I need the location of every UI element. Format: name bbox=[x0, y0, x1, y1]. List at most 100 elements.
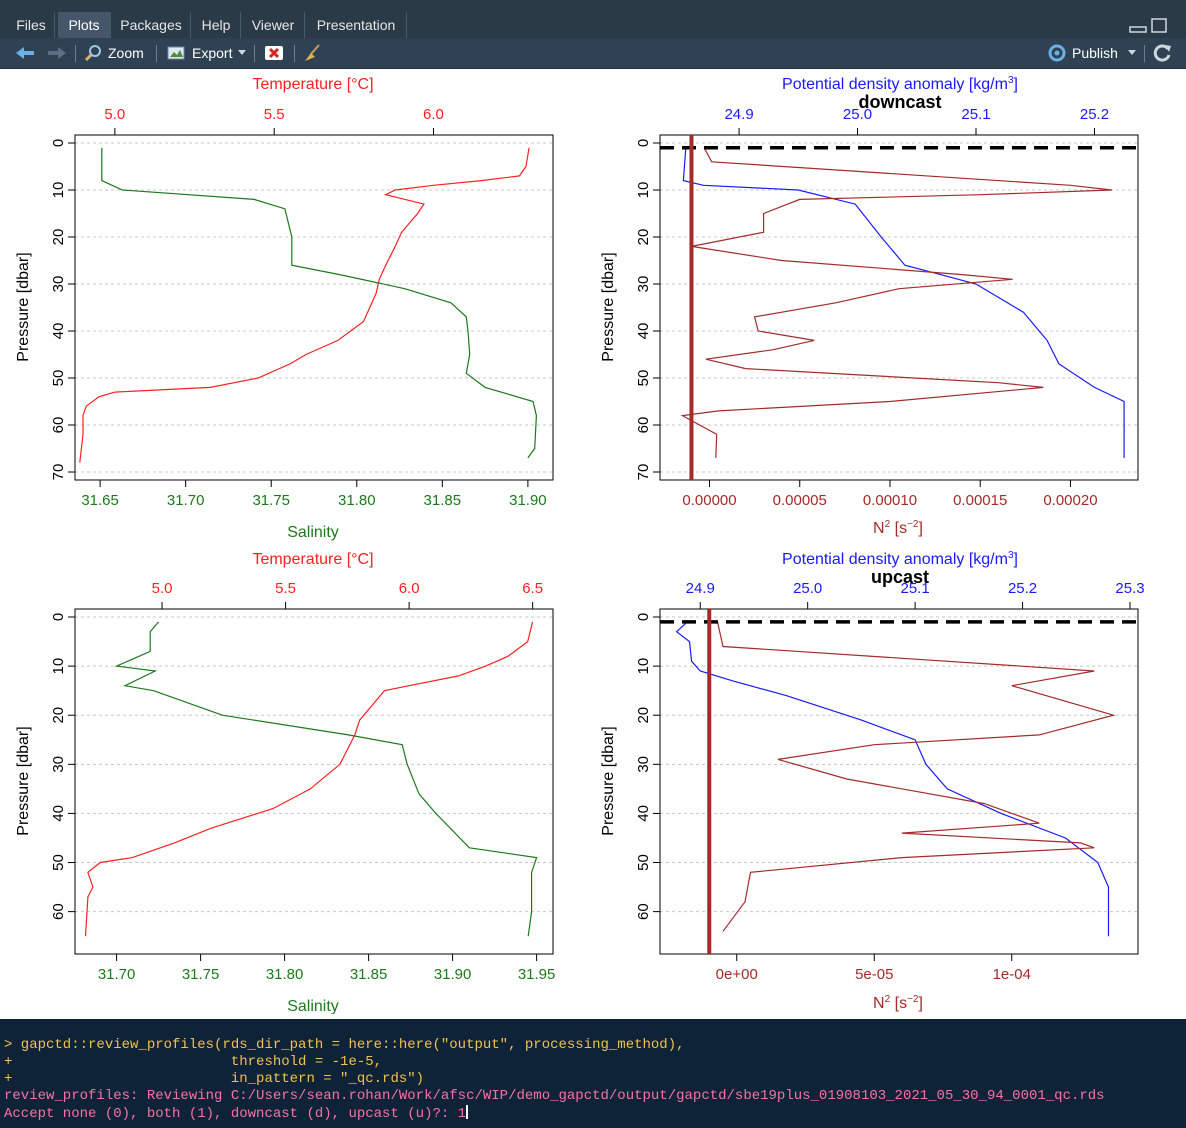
y-tick-label: 70 bbox=[635, 464, 652, 481]
export-button[interactable]: Export bbox=[192, 45, 233, 61]
toolbar-separator bbox=[1144, 45, 1145, 62]
tab-help[interactable]: Help bbox=[192, 12, 241, 38]
plots-toolbar: Zoom Export Publish bbox=[0, 38, 1186, 69]
y-tick-label: 0 bbox=[50, 139, 67, 147]
tab-viewer[interactable]: Viewer bbox=[242, 12, 305, 38]
y-tick-label: 50 bbox=[50, 370, 67, 387]
console-command-line: + in_pattern = "_qc.rds") bbox=[4, 1071, 425, 1087]
density-line bbox=[675, 621, 1110, 937]
bottom-tick-label: 0.00005 bbox=[773, 492, 827, 509]
y-tick-label: 40 bbox=[50, 323, 67, 340]
plot-canvas: Temperature [°C] 5.0 5.5 6.0 31.65 31.70 31.7… bbox=[8, 69, 1178, 1015]
arrow-left-icon[interactable] bbox=[14, 45, 36, 61]
n2-line bbox=[680, 147, 1113, 458]
top-axis-label: Temperature [°C] bbox=[252, 551, 373, 568]
top-tick-label: 25.2 bbox=[1008, 580, 1037, 597]
y-tick-label: 60 bbox=[635, 903, 652, 920]
console-output-line: review_profiles: Reviewing C:/Users/sean… bbox=[4, 1088, 1105, 1104]
plot-box bbox=[74, 608, 554, 955]
temperature-line bbox=[84, 621, 534, 937]
y-tick-label: 10 bbox=[50, 658, 67, 675]
toolbar-separator bbox=[294, 45, 295, 62]
salinity-line bbox=[114, 621, 538, 937]
bottom-tick-label: 5e-05 bbox=[855, 966, 893, 983]
n2-line bbox=[716, 621, 1116, 932]
plot-box bbox=[659, 134, 1139, 481]
plot-box bbox=[74, 134, 554, 481]
y-tick-label: 30 bbox=[635, 756, 652, 773]
bottom-tick-label: 0.00000 bbox=[682, 492, 736, 509]
panel-top-right: Potential density anomaly [kg/m3] downca… bbox=[600, 75, 1139, 537]
tab-files[interactable]: Files bbox=[8, 12, 55, 38]
y-tick-label: 60 bbox=[50, 903, 67, 920]
bottom-axis-label: Salinity bbox=[287, 524, 339, 541]
y-tick-label: 60 bbox=[50, 417, 67, 434]
top-axis-label: Potential density anomaly [kg/m3] bbox=[782, 75, 1018, 93]
broom-icon[interactable] bbox=[302, 43, 322, 63]
publish-button[interactable]: Publish bbox=[1072, 45, 1118, 61]
top-tick-label: 5.5 bbox=[264, 106, 285, 123]
y-tick-label: 10 bbox=[50, 182, 67, 199]
bottom-tick-label: 31.80 bbox=[266, 966, 304, 983]
chevron-down-icon bbox=[238, 50, 246, 55]
y-tick-label: 20 bbox=[635, 707, 652, 724]
y-axis-label: Pressure [dbar] bbox=[600, 726, 617, 835]
y-tick-label: 50 bbox=[635, 370, 652, 387]
plot-title: upcast bbox=[871, 567, 929, 587]
remove-plot-icon[interactable] bbox=[264, 44, 286, 62]
top-tick-label: 25.0 bbox=[843, 106, 872, 123]
bottom-tick-label: 0.00015 bbox=[953, 492, 1007, 509]
tab-plots[interactable]: Plots bbox=[58, 12, 111, 38]
y-tick-label: 30 bbox=[50, 756, 67, 773]
zoom-button[interactable]: Zoom bbox=[108, 45, 144, 61]
zoom-icon bbox=[84, 45, 101, 62]
bottom-tick-label: 31.70 bbox=[167, 492, 205, 509]
maximize-icon[interactable] bbox=[1151, 18, 1167, 33]
top-tick-label: 5.0 bbox=[152, 580, 173, 597]
console-prompt-line[interactable]: Accept none (0), both (1), downcast (d),… bbox=[4, 1105, 469, 1123]
top-axis-label: Potential density anomaly [kg/m3] bbox=[782, 550, 1018, 568]
y-tick-label: 10 bbox=[635, 182, 652, 199]
y-tick-label: 20 bbox=[635, 229, 652, 246]
panel-bottom-left: Temperature [°C] 5.0 5.5 6.0 6.5 31.70 31.75 3… bbox=[15, 551, 556, 1015]
console-command-line: > gapctd::review_profiles(rds_dir_path =… bbox=[4, 1037, 685, 1053]
bottom-tick-label: 31.90 bbox=[434, 966, 472, 983]
y-axis-label: Pressure [dbar] bbox=[15, 252, 32, 361]
bottom-axis-label: Salinity bbox=[287, 998, 339, 1014]
bottom-axis-label: N2 [s−2] bbox=[873, 519, 923, 537]
chevron-down-icon bbox=[1128, 50, 1136, 55]
window-buttons bbox=[1129, 18, 1167, 33]
export-icon bbox=[167, 46, 185, 60]
toolbar-separator bbox=[156, 45, 157, 62]
y-tick-label: 50 bbox=[50, 854, 67, 871]
bottom-tick-label: 1e-04 bbox=[993, 966, 1031, 983]
top-tick-label: 25.1 bbox=[901, 580, 930, 597]
bottom-tick-label: 0.00010 bbox=[863, 492, 917, 509]
top-tick-label: 5.5 bbox=[275, 580, 296, 597]
y-tick-label: 0 bbox=[50, 613, 67, 621]
y-axis-label: Pressure [dbar] bbox=[15, 726, 32, 835]
top-tick-label: 5.0 bbox=[104, 106, 125, 123]
panel-top-left: Temperature [°C] 5.0 5.5 6.0 31.65 31.70 31.7… bbox=[15, 76, 554, 541]
bottom-tick-label: 31.65 bbox=[81, 492, 119, 509]
y-tick-label: 10 bbox=[635, 658, 652, 675]
bottom-tick-label: 31.95 bbox=[518, 966, 556, 983]
tab-packages[interactable]: Packages bbox=[112, 12, 191, 38]
y-tick-label: 30 bbox=[50, 276, 67, 293]
bottom-tick-label: 31.85 bbox=[424, 492, 462, 509]
tab-presentation[interactable]: Presentation bbox=[306, 12, 407, 38]
plot-title: downcast bbox=[858, 92, 941, 112]
temperature-line bbox=[79, 147, 530, 463]
y-tick-label: 40 bbox=[635, 323, 652, 340]
top-tick-label: 25.2 bbox=[1080, 106, 1109, 123]
y-tick-label: 20 bbox=[50, 707, 67, 724]
r-console[interactable]: > gapctd::review_profiles(rds_dir_path =… bbox=[0, 1019, 1186, 1128]
minimize-icon[interactable] bbox=[1129, 26, 1147, 33]
arrow-right-icon[interactable] bbox=[46, 45, 68, 61]
top-tick-label: 6.0 bbox=[399, 580, 420, 597]
salinity-line bbox=[101, 147, 538, 459]
bottom-axis-label: N2 [s−2] bbox=[873, 994, 923, 1012]
refresh-icon[interactable] bbox=[1153, 43, 1173, 63]
top-tick-label: 6.5 bbox=[522, 580, 543, 597]
y-tick-label: 50 bbox=[635, 854, 652, 871]
